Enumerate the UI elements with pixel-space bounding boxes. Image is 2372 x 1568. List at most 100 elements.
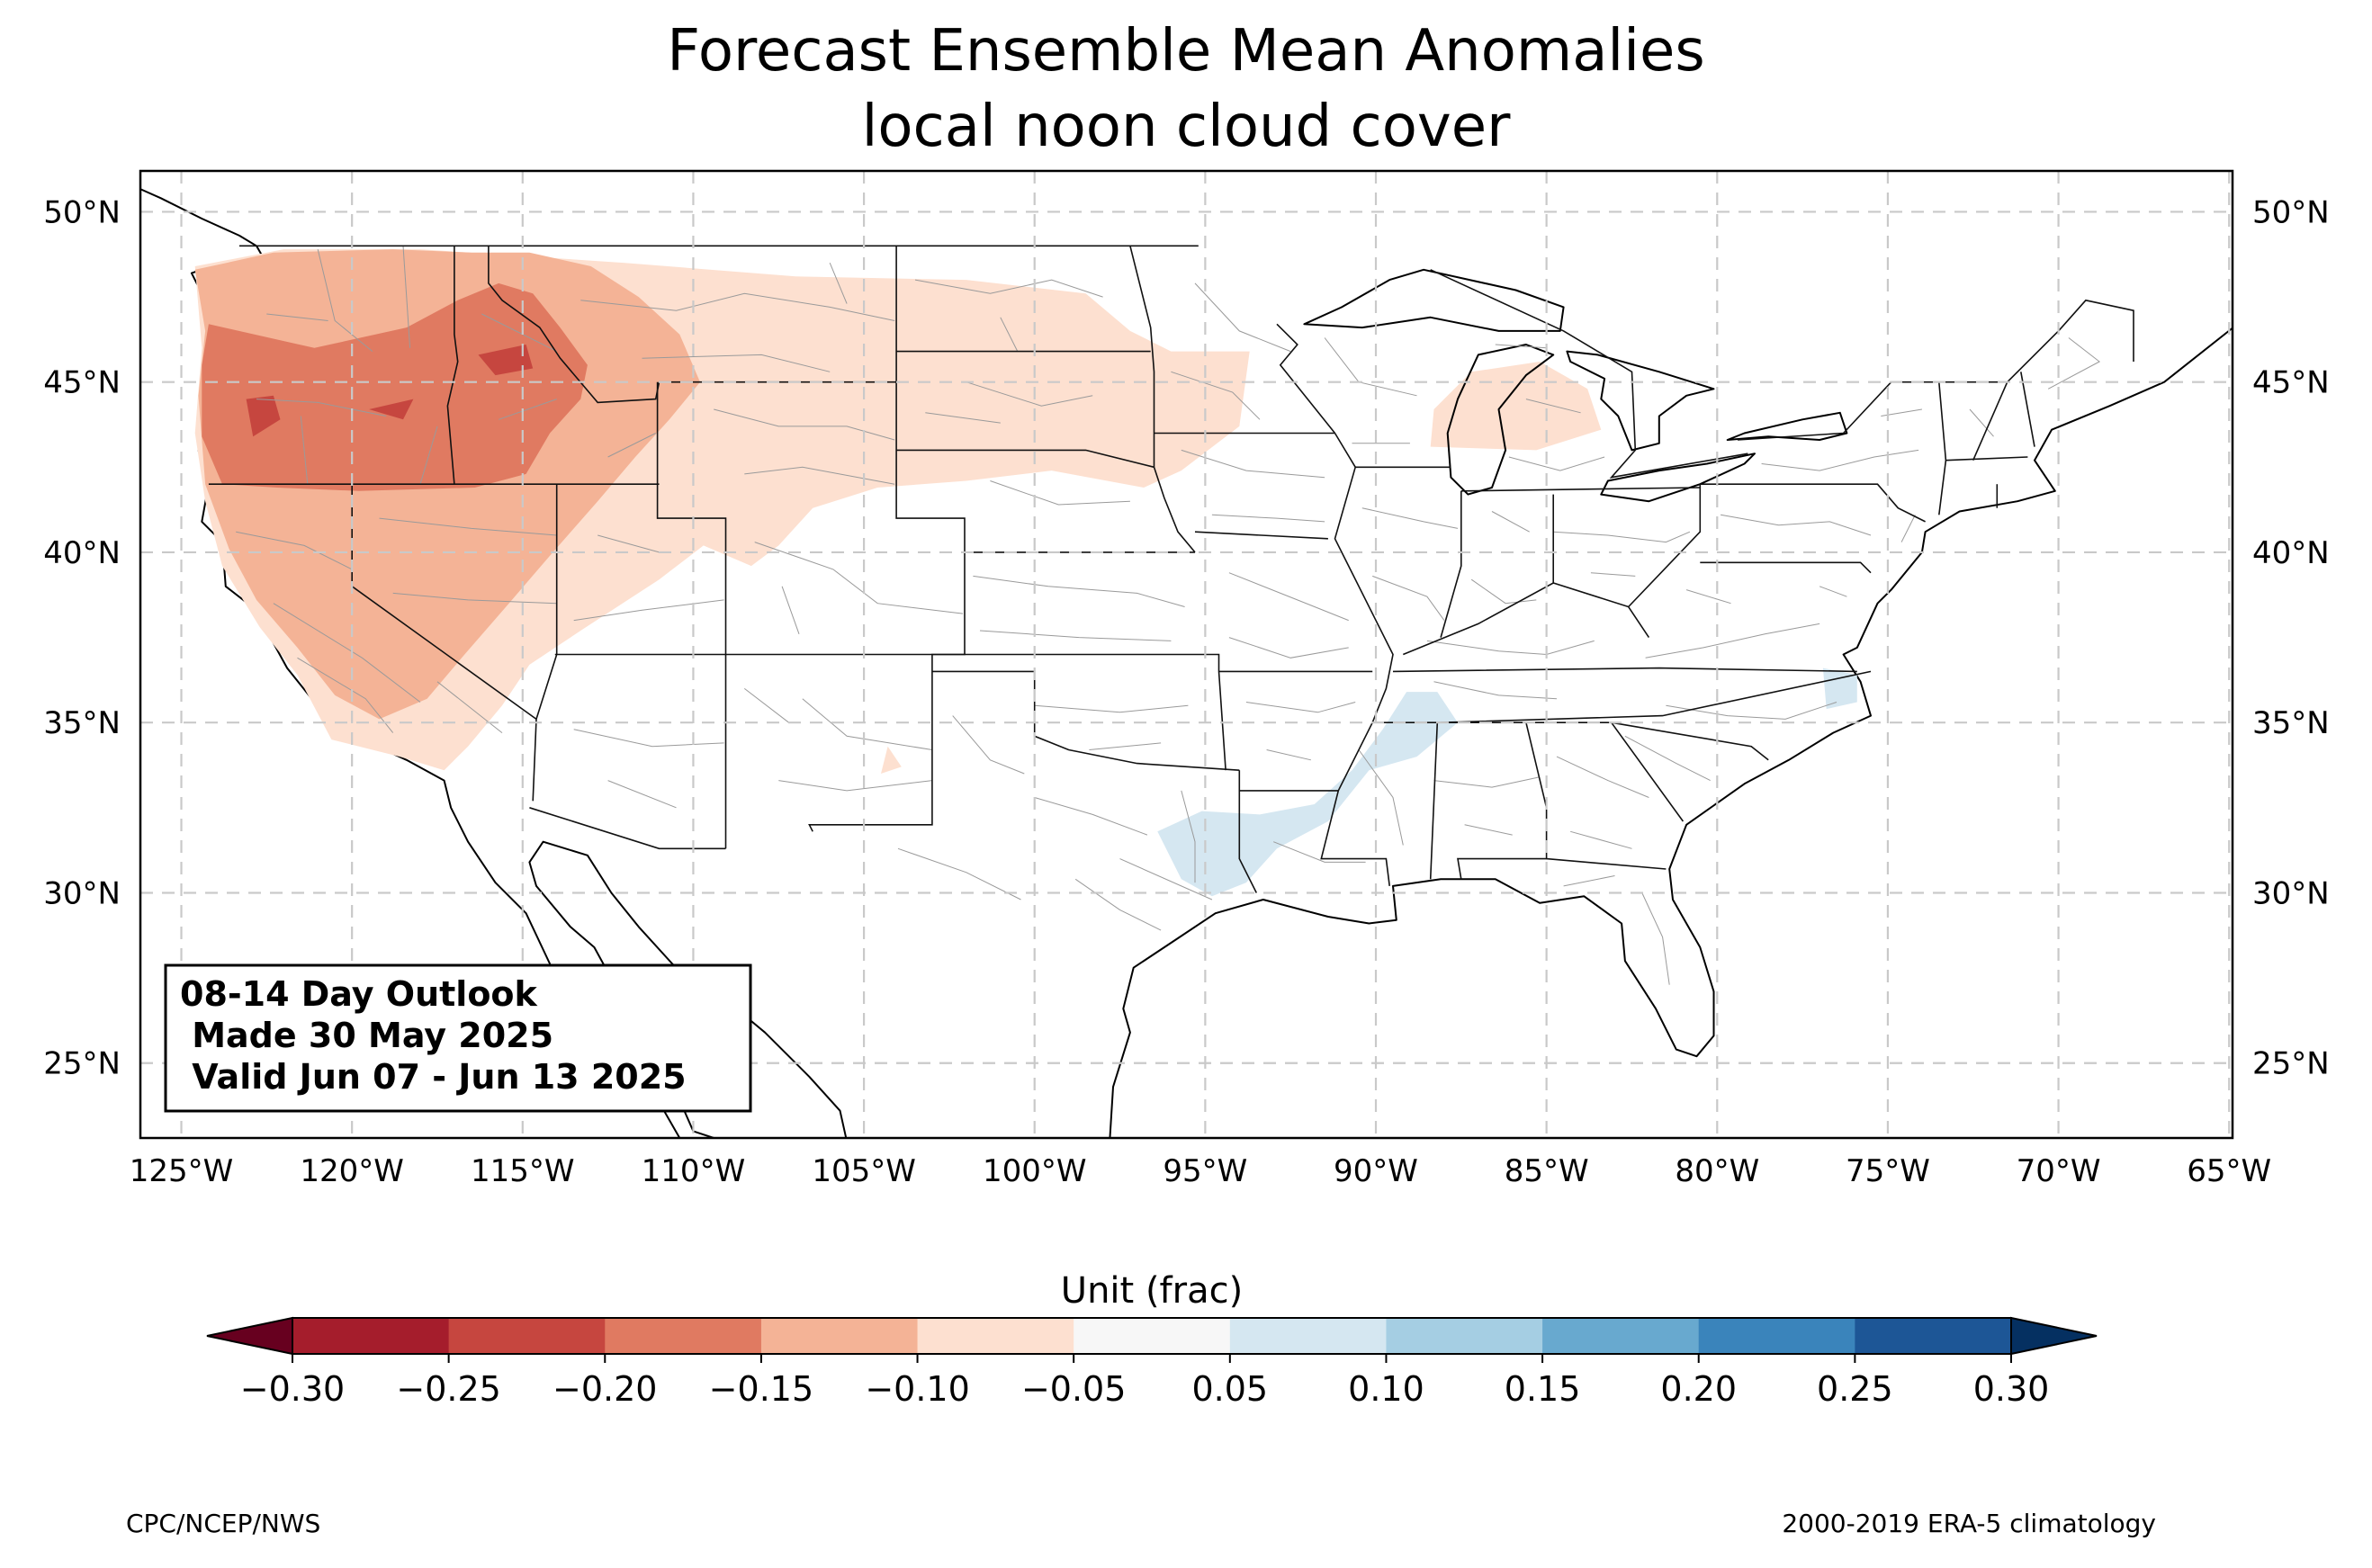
- colorbar-tick-label: 0.25: [1817, 1369, 1893, 1409]
- state-border: [2020, 372, 2035, 447]
- division-line: [1495, 344, 1547, 349]
- lake: [1446, 344, 1555, 496]
- division-line: [419, 426, 438, 485]
- state-border: [1546, 857, 1667, 870]
- lat-tick-label: 35°N: [2252, 705, 2330, 741]
- colorbar: [206, 1316, 2098, 1356]
- division-line: [1433, 681, 1558, 700]
- division-line: [778, 780, 932, 792]
- lake: [1566, 350, 1715, 452]
- colorbar-bin: [917, 1318, 1074, 1354]
- division-line: [743, 688, 789, 723]
- colorbar-bin: [1542, 1318, 1700, 1354]
- division-line: [754, 542, 964, 614]
- colorbar-tick-label: 0.30: [1973, 1369, 2050, 1409]
- lon-tick-label: 80°W: [1675, 1153, 1759, 1189]
- division-line: [317, 248, 373, 352]
- lake: [1303, 268, 1565, 332]
- state-border: [1402, 582, 1650, 656]
- colorbar-tick-label: 0.05: [1192, 1369, 1269, 1409]
- division-line: [1470, 578, 1537, 605]
- lat-tick-label: 25°N: [2252, 1046, 2330, 1082]
- lon-tick-label: 120°W: [300, 1153, 404, 1189]
- division-line: [1089, 742, 1162, 750]
- division-line: [1074, 878, 1162, 931]
- lat-tick-label: 45°N: [2252, 365, 2330, 401]
- colorbar-label: Unit (frac): [1061, 1270, 1243, 1312]
- division-line: [1570, 830, 1632, 849]
- division-line: [1119, 858, 1213, 900]
- division-line: [1721, 514, 1872, 536]
- lon-tick-label: 65°W: [2187, 1153, 2271, 1189]
- state-border: [1737, 299, 2134, 441]
- division-line: [642, 354, 831, 372]
- division-line: [402, 246, 411, 348]
- colorbar-tick-label: −0.30: [240, 1369, 345, 1409]
- division-line: [714, 408, 895, 441]
- division-line: [436, 681, 503, 733]
- latitude-tick-labels-right: 50°N 45°N 40°N 35°N 30°N 25°N: [2252, 194, 2330, 1081]
- state-border: [529, 807, 726, 850]
- division-line: [973, 575, 1185, 607]
- division-line: [607, 780, 677, 809]
- division-line: [1228, 637, 1349, 659]
- division-line: [914, 279, 1103, 298]
- division-line: [499, 399, 557, 420]
- state-border: [1153, 467, 1196, 553]
- colorbar-tick-label: −0.25: [396, 1369, 500, 1409]
- lat-tick-label: 25°N: [43, 1046, 121, 1082]
- state-border: [1276, 323, 1336, 435]
- division-line: [1245, 702, 1356, 713]
- colorbar-tick-label: 0.20: [1660, 1369, 1737, 1409]
- division-line: [256, 399, 387, 417]
- anomaly-region: [478, 345, 534, 376]
- state-border: [1611, 721, 1769, 761]
- division-line: [1034, 797, 1148, 836]
- lon-tick-label: 85°W: [1505, 1153, 1589, 1189]
- division-line: [990, 480, 1130, 506]
- longitude-tick-labels: 125°W 120°W 115°W 110°W 105°W 100°W 95°W 90°W 85…: [130, 1153, 2271, 1189]
- state-border: [1372, 721, 1548, 880]
- colorbar-bin: [1855, 1318, 2012, 1354]
- lat-tick-label: 50°N: [43, 194, 121, 230]
- latitude-tick-labels-left: 50°N 45°N 40°N 35°N 30°N 25°N: [43, 194, 121, 1081]
- lon-tick-label: 115°W: [471, 1153, 575, 1189]
- state-border: [1938, 381, 1947, 515]
- state-border: [1430, 269, 1748, 479]
- state-border: [1972, 381, 2008, 461]
- colorbar-bin: [605, 1318, 762, 1354]
- state-border: [965, 653, 1226, 771]
- state-border: [1238, 770, 1258, 893]
- division-line: [1641, 892, 1670, 985]
- colorbar-bin: [1386, 1318, 1543, 1354]
- division-line: [1228, 572, 1349, 622]
- info-box-line-3: Valid Jun 07 - Jun 13 2025: [180, 1057, 687, 1097]
- state-border: [1320, 433, 1394, 886]
- state-border: [488, 246, 660, 404]
- division-line: [802, 698, 932, 750]
- anomaly-region: [1822, 668, 1857, 710]
- state-border: [1392, 667, 1857, 673]
- colorbar-over-triangle: [2010, 1316, 2098, 1356]
- lat-tick-label: 40°N: [2252, 535, 2330, 571]
- colorbar-under-triangle: [206, 1316, 293, 1356]
- info-box-line-2: Made 30 May 2025: [180, 1016, 553, 1055]
- title-line-2: local noon cloud cover: [862, 94, 1512, 160]
- division-line: [573, 599, 724, 622]
- division-line: [1426, 640, 1595, 656]
- lon-tick-label: 90°W: [1334, 1153, 1418, 1189]
- division-line: [1194, 282, 1291, 353]
- colorbar-bin: [1698, 1318, 1855, 1354]
- colorbar-bin: [448, 1318, 606, 1354]
- anomaly-region: [246, 395, 281, 437]
- division-line: [1624, 735, 1711, 782]
- division-line: [1273, 841, 1366, 863]
- division-line: [580, 292, 895, 321]
- division-line: [1508, 456, 1605, 471]
- state-border: [1628, 484, 1702, 608]
- state-border: [1194, 531, 1328, 540]
- lon-tick-label: 110°W: [642, 1153, 746, 1189]
- division-line: [1525, 399, 1581, 414]
- title-line-1: Forecast Ensemble Mean Anomalies: [667, 18, 1704, 85]
